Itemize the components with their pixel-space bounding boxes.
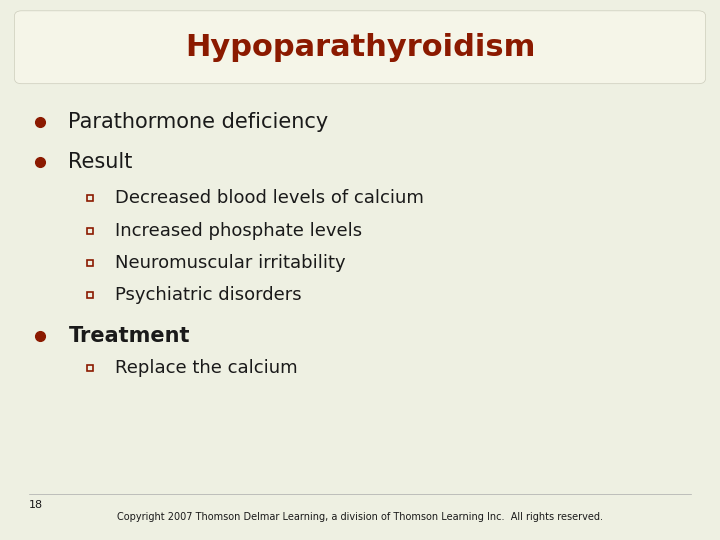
Text: Increased phosphate levels: Increased phosphate levels <box>115 221 362 240</box>
Text: Hypoparathyroidism: Hypoparathyroidism <box>185 33 535 62</box>
Text: Treatment: Treatment <box>68 326 190 346</box>
Text: Result: Result <box>68 152 132 172</box>
Text: Replace the calcium: Replace the calcium <box>115 359 298 377</box>
FancyBboxPatch shape <box>14 11 706 84</box>
Text: Decreased blood levels of calcium: Decreased blood levels of calcium <box>115 189 424 207</box>
Text: Psychiatric disorders: Psychiatric disorders <box>115 286 302 305</box>
Text: Neuromuscular irritability: Neuromuscular irritability <box>115 254 346 272</box>
Text: Copyright 2007 Thomson Delmar Learning, a division of Thomson Learning Inc.  All: Copyright 2007 Thomson Delmar Learning, … <box>117 512 603 522</box>
Text: Parathormone deficiency: Parathormone deficiency <box>68 111 328 132</box>
Text: 18: 18 <box>29 500 43 510</box>
